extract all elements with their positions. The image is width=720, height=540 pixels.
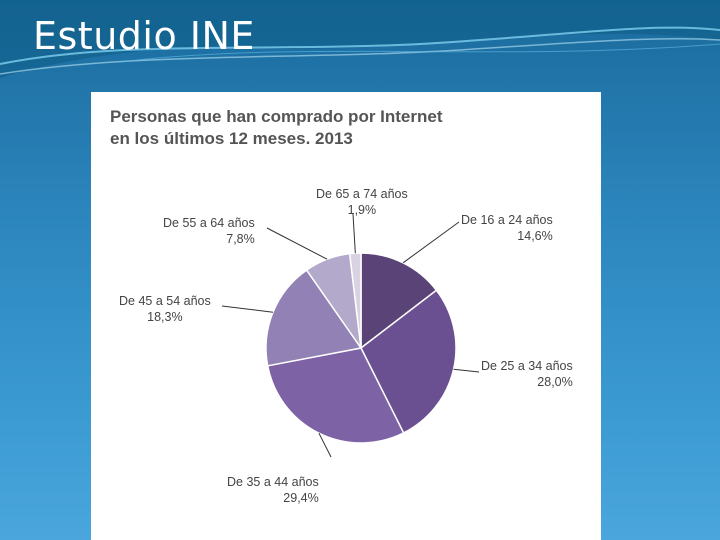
slice-label-value: 18,3%: [147, 310, 183, 324]
slice-label-55-64: De 55 a 64 años 7,8%: [163, 215, 255, 247]
slice-label-name: De 55 a 64 años: [163, 216, 255, 230]
chart-panel: Personas que han comprado por Internet e…: [91, 92, 601, 540]
slice-label-name: De 45 a 54 años: [119, 294, 211, 308]
slide-title: Estudio INE: [33, 14, 255, 58]
slice-label-value: 29,4%: [283, 491, 319, 505]
leader-line: [318, 432, 332, 458]
title-swoosh-decoration: [0, 0, 720, 78]
leader-line: [221, 305, 274, 313]
chart-title: Personas que han comprado por Internet e…: [110, 106, 590, 150]
pie-slice-de-35-a-44-años: [266, 347, 405, 444]
slice-label-25-34: De 25 a 34 años 28,0%: [481, 358, 573, 390]
slice-label-value: 28,0%: [537, 375, 573, 389]
slice-label-name: De 25 a 34 años: [481, 359, 573, 373]
slice-label-16-24: De 16 a 24 años 14,6%: [461, 212, 553, 244]
chart-title-line-1: Personas que han comprado por Internet: [110, 107, 443, 126]
slice-label-name: De 65 a 74 años: [316, 187, 408, 201]
leader-line: [266, 227, 328, 260]
slice-label-35-44: De 35 a 44 años 29,4%: [227, 474, 319, 506]
slice-label-value: 7,8%: [226, 232, 255, 246]
slice-label-name: De 16 a 24 años: [461, 213, 553, 227]
pie-slice-de-16-a-24-años: [360, 252, 438, 350]
leader-line: [453, 368, 480, 373]
slice-label-65-74: De 65 a 74 años 1,9%: [316, 186, 408, 218]
leader-line: [352, 213, 356, 254]
pie-slice-de-45-a-54-años: [265, 269, 363, 367]
chart-title-line-2: en los últimos 12 meses. 2013: [110, 129, 353, 148]
pie-slice-de-25-a-34-años: [360, 289, 457, 434]
leader-line: [402, 221, 460, 264]
leader-lines: [221, 213, 480, 458]
slice-label-name: De 35 a 44 años: [227, 475, 319, 489]
slice-label-value: 1,9%: [347, 203, 377, 217]
slice-label-value: 14,6%: [517, 229, 553, 243]
pie-chart-svg: [221, 213, 480, 458]
pie-slices: [265, 252, 457, 444]
slice-label-45-54: De 45 a 54 años 18,3%: [119, 293, 211, 325]
